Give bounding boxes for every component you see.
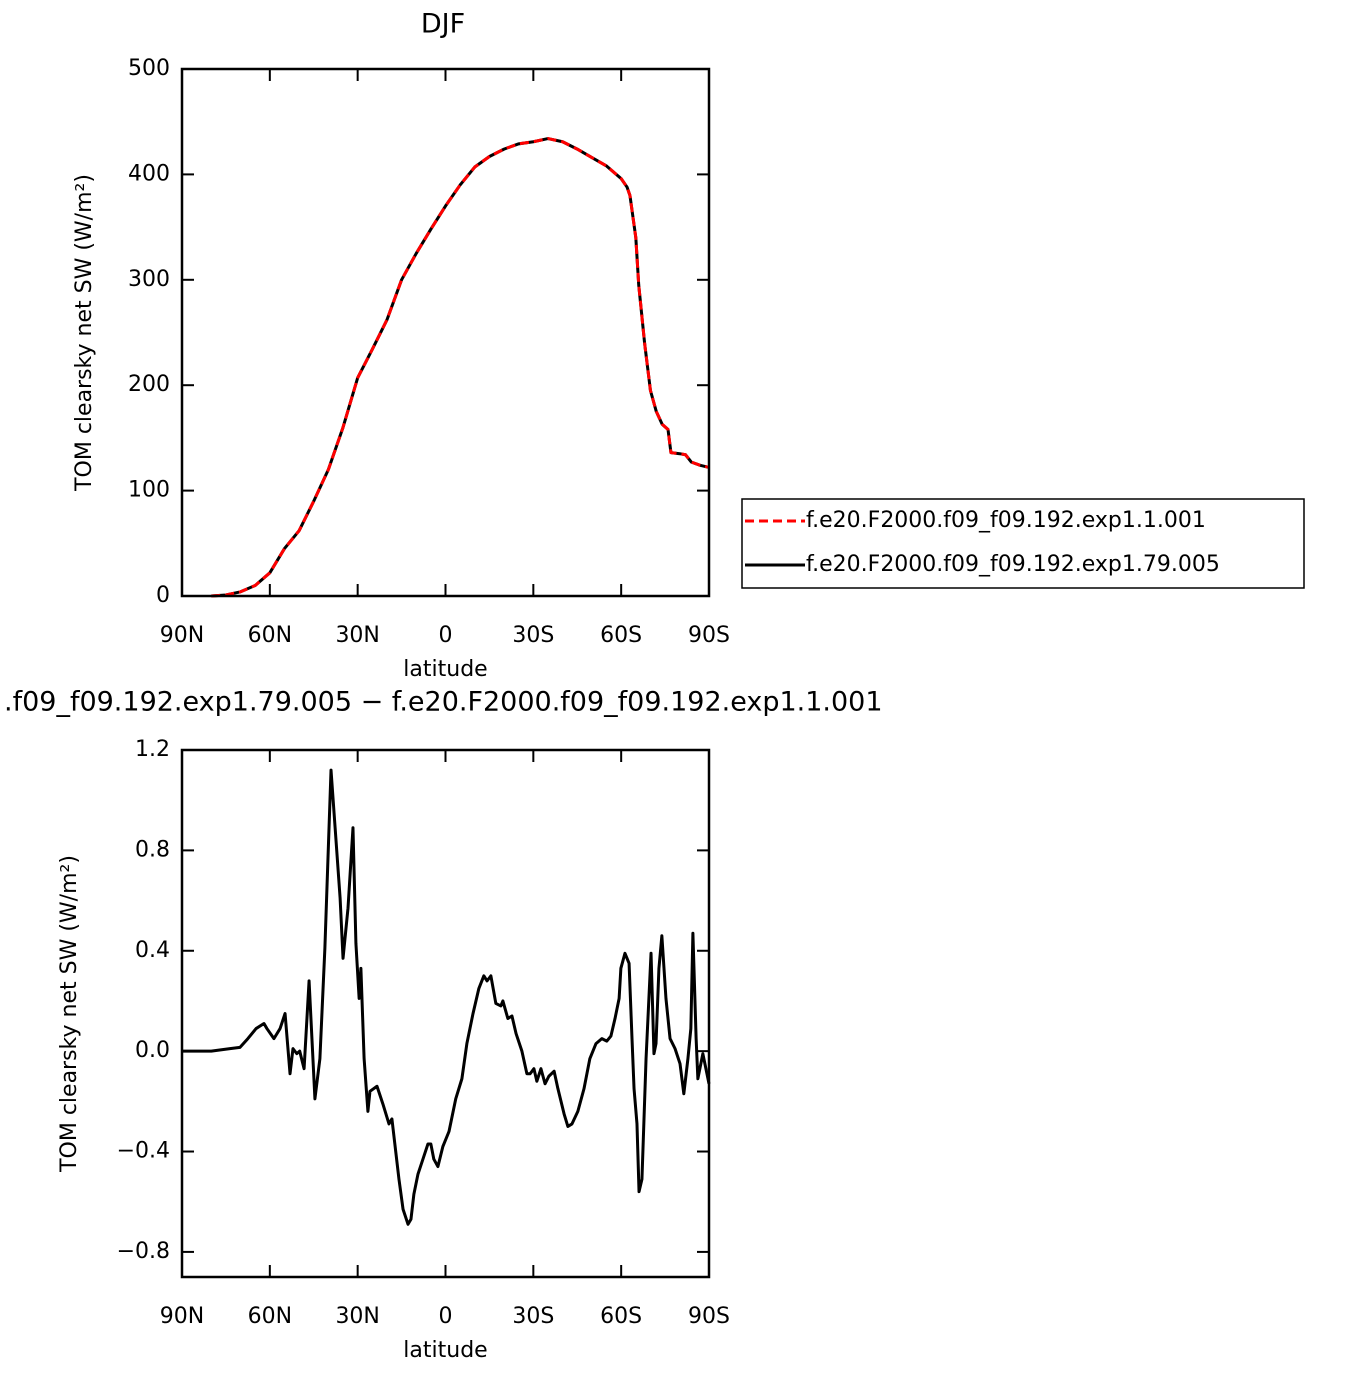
series-line: [211, 137, 710, 598]
plot-frame: [180, 748, 711, 1279]
legend-label: f.e20.F2000.f09_f09.192.exp1.1.001: [806, 508, 1206, 533]
chart-title: .f09_f09.192.exp1.79.005 − f.e20.F2000.f…: [4, 687, 883, 718]
x-tick-label: 60N: [248, 623, 292, 648]
series-line: [211, 137, 710, 598]
y-tick-label: 0: [156, 583, 170, 608]
y-tick-label: 1.2: [135, 737, 170, 762]
x-axis-label: latitude: [403, 1338, 487, 1363]
y-tick-label: 0.4: [135, 938, 170, 963]
x-tick-label: 60S: [600, 623, 642, 648]
y-axis-label: TOM clearsky net SW (W/m²): [72, 174, 97, 492]
x-tick-label: 30N: [335, 623, 379, 648]
y-tick-label: 200: [128, 372, 170, 397]
chart-title: DJF: [421, 9, 465, 40]
y-tick-label: 100: [128, 478, 170, 503]
x-tick-label: 0: [439, 1304, 453, 1329]
x-tick-label: 60S: [600, 1304, 642, 1329]
y-axis-label: TOM clearsky net SW (W/m²): [57, 855, 82, 1173]
x-tick-label: 90S: [688, 1304, 730, 1329]
y-tick-label: 500: [128, 56, 170, 81]
y-tick-label: 400: [128, 161, 170, 186]
x-tick-label: 90N: [160, 1304, 204, 1329]
y-tick-label: 0.8: [135, 837, 170, 862]
x-tick-label: 30N: [335, 1304, 379, 1329]
series-line: [182, 768, 711, 1226]
x-tick-label: 0: [439, 623, 453, 648]
y-tick-label: −0.4: [117, 1139, 170, 1164]
x-tick-label: 90N: [160, 623, 204, 648]
y-tick-label: 300: [128, 267, 170, 292]
x-axis-label: latitude: [403, 657, 487, 682]
x-tick-label: 90S: [688, 623, 730, 648]
legend-label: f.e20.F2000.f09_f09.192.exp1.79.005: [806, 552, 1220, 577]
legend-box: [741, 498, 1305, 589]
x-tick-label: 30S: [512, 1304, 554, 1329]
y-tick-label: 0.0: [135, 1038, 170, 1063]
x-tick-label: 60N: [248, 1304, 292, 1329]
y-tick-label: −0.8: [117, 1239, 170, 1264]
plot-frame: [180, 67, 711, 598]
x-tick-label: 30S: [512, 623, 554, 648]
